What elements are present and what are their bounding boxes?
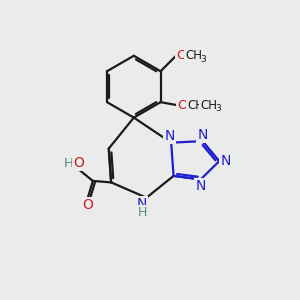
Text: 3: 3 [215,104,221,113]
Text: CH: CH [200,99,217,112]
Text: O: O [176,49,186,62]
Text: 2: 2 [202,104,208,113]
Text: O: O [82,198,93,212]
Text: CH: CH [185,50,202,62]
Text: CH: CH [188,99,204,112]
Text: N: N [196,179,206,193]
Text: N: N [220,154,231,168]
Text: H: H [137,206,147,219]
Text: O: O [74,156,85,170]
Text: O: O [177,99,187,112]
Text: ·: · [72,153,77,168]
Text: N: N [197,128,208,142]
Text: H: H [64,157,74,170]
Text: 3: 3 [200,55,206,64]
Text: N: N [137,197,147,211]
Text: N: N [164,129,175,143]
